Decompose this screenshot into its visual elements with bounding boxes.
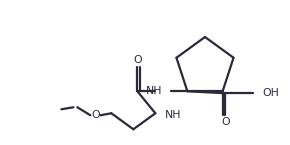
- Text: NH: NH: [146, 86, 162, 96]
- Text: O: O: [133, 55, 142, 65]
- Text: OH: OH: [262, 88, 279, 98]
- Text: NH: NH: [165, 110, 182, 120]
- Text: O: O: [91, 110, 100, 120]
- Text: O: O: [221, 117, 230, 127]
